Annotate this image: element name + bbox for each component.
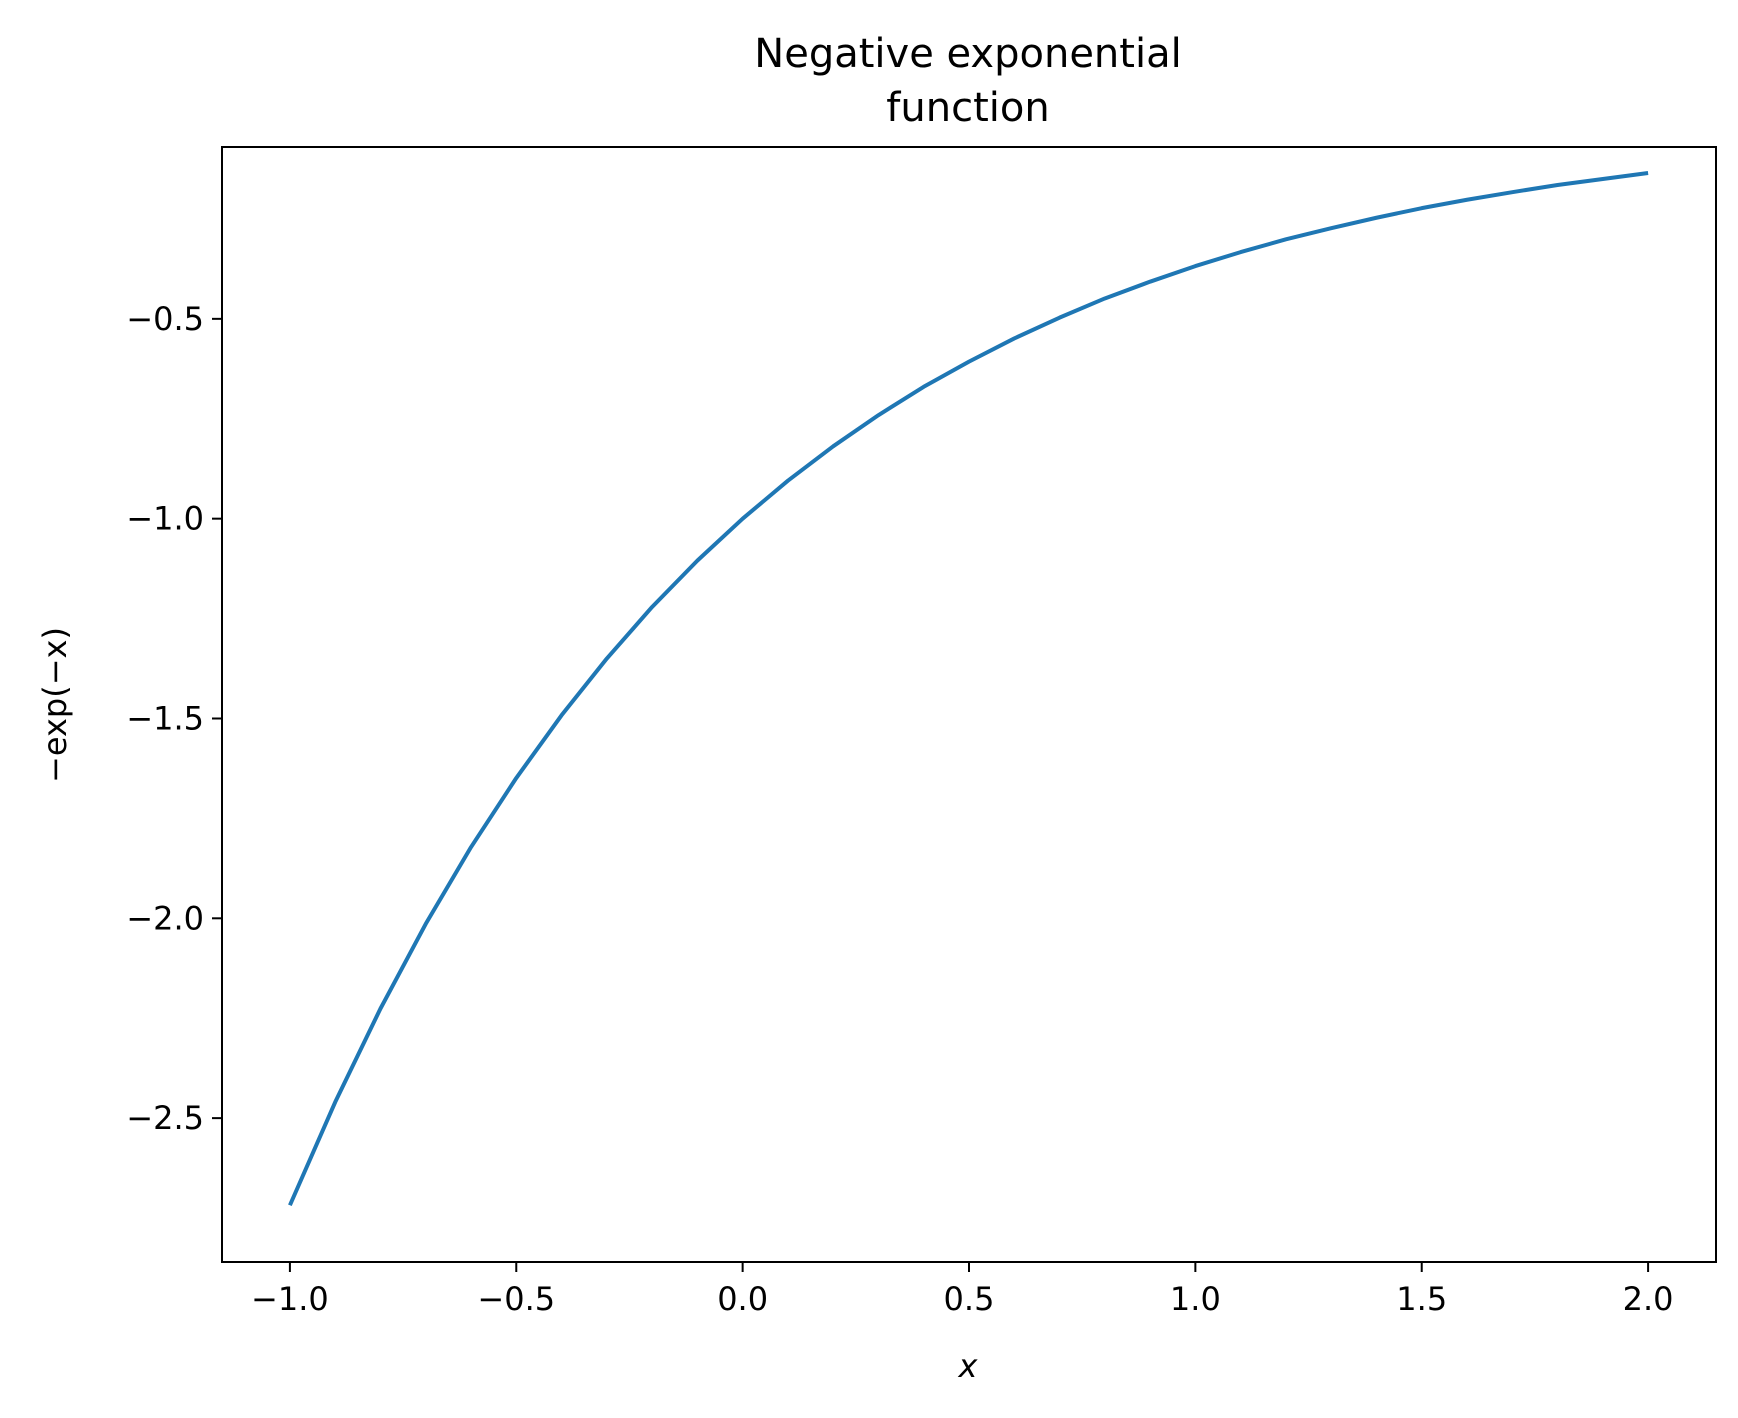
y-tick-label: −2.5: [126, 1099, 204, 1137]
y-tick-label: −1.0: [126, 500, 204, 538]
x-tick-label: 1.0: [1170, 1280, 1221, 1318]
y-axis-label: −exp(−x): [36, 627, 74, 783]
chart-title-line-2: function: [886, 85, 1049, 131]
y-tick-label: −1.5: [126, 699, 204, 737]
plot-area: −1.0 −0.5 0.0 0.5 1.0 1.5 2.0 −2.5 −2.0 −1.5 −1.0 −…: [126, 146, 1717, 1318]
x-tick-label: 0.5: [944, 1280, 995, 1318]
x-tick-label: −1.0: [251, 1280, 329, 1318]
x-tick-label: −0.5: [477, 1280, 555, 1318]
series-line-1: [288, 170, 1649, 1207]
chart-title-line-1: Negative exponential: [754, 31, 1181, 77]
x-tick-label: 1.5: [1396, 1280, 1447, 1318]
y-tick-label: −2.0: [126, 899, 204, 937]
y-tick-label: −0.5: [126, 300, 204, 338]
x-axis-label: x: [958, 1347, 979, 1385]
x-tick-label: 2.0: [1623, 1280, 1674, 1318]
x-tick-label: 0.0: [717, 1280, 768, 1318]
